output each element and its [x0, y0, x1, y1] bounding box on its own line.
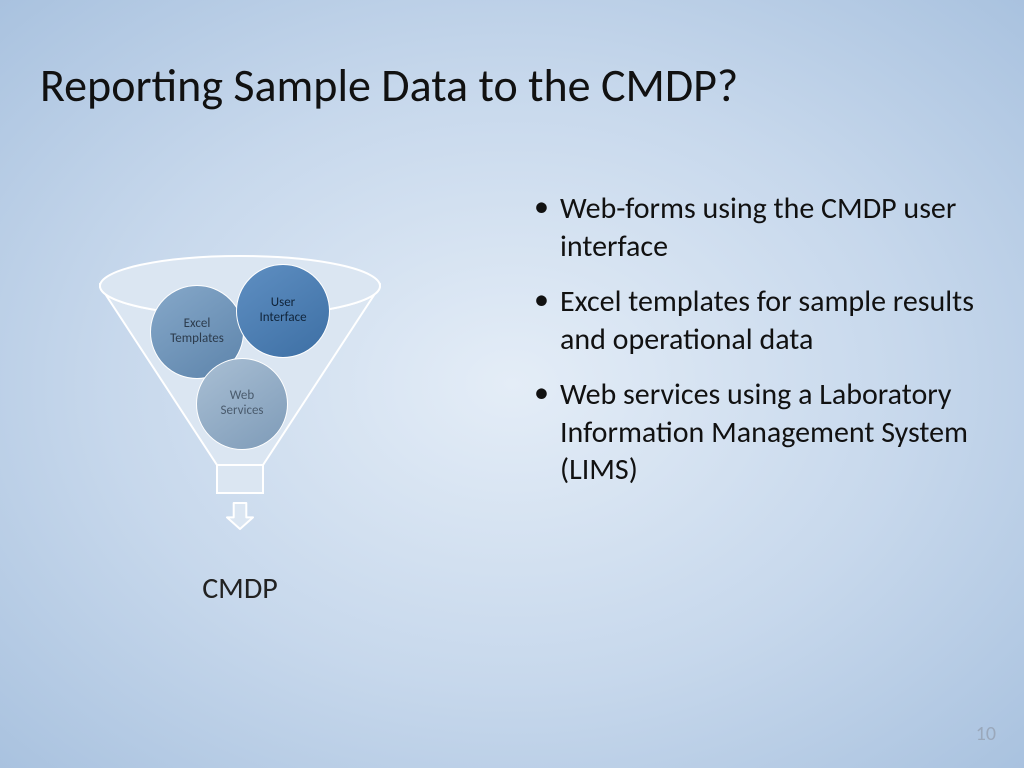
- page-number: 10: [976, 722, 996, 746]
- funnel-output-label: CMDP: [80, 570, 400, 607]
- circle-label: Interface: [259, 311, 306, 326]
- funnel-diagram: Excel Templates User Interface Web Servi…: [80, 250, 400, 610]
- bullet-item: Web services using a Laboratory Informat…: [530, 376, 985, 489]
- slide-title: Reporting Sample Data to the CMDP?: [40, 58, 738, 114]
- bullet-item: Excel templates for sample results and o…: [530, 283, 985, 358]
- bullet-list: Web-forms using the CMDP user interface …: [530, 190, 985, 507]
- funnel-circle-web-services: Web Services: [196, 358, 288, 450]
- circle-label: Templates: [170, 332, 224, 347]
- down-arrow-icon: [226, 502, 254, 530]
- circle-label: Services: [221, 404, 264, 419]
- circle-label: User: [259, 296, 306, 311]
- funnel-circle-user-interface: User Interface: [236, 264, 330, 358]
- bullet-item: Web-forms using the CMDP user interface: [530, 190, 985, 265]
- circle-label: Excel: [170, 317, 224, 332]
- circle-label: Web: [221, 389, 264, 404]
